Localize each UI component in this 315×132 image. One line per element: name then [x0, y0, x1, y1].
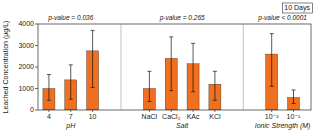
error-bar [91, 30, 95, 87]
group-divider [120, 24, 121, 110]
base-bar [143, 109, 155, 110]
x-tick-label: KCl [209, 113, 221, 120]
base-bar [288, 109, 300, 110]
x-tick [48, 110, 49, 112]
group-label: Ionic Strength (M) [255, 122, 311, 130]
error-bar [213, 71, 217, 100]
annotation: 10 Days [282, 3, 312, 13]
plot-frame [38, 24, 311, 110]
y-tick [35, 45, 38, 46]
y-tick [35, 88, 38, 89]
error-bar [191, 43, 195, 91]
base-bar [187, 109, 199, 110]
y-tick-label: 0 [30, 106, 34, 113]
y-tick-label: 1000 [18, 85, 34, 92]
y-axis-label: Leached Concentration (μg/L) [2, 21, 10, 114]
x-tick [214, 110, 215, 112]
x-tick-label: KAc [187, 113, 200, 120]
x-tick-label: 10⁻² [265, 113, 279, 120]
base-bar [87, 109, 99, 110]
base-bar [65, 109, 77, 110]
base-bar [165, 109, 177, 110]
x-tick [92, 110, 93, 112]
x-tick [271, 110, 272, 112]
error-bar [47, 75, 51, 101]
error-bar [147, 71, 151, 101]
y-tick [35, 24, 38, 25]
annotation-box [282, 3, 312, 13]
x-tick [171, 110, 172, 112]
y-tick-label: 4000 [18, 20, 34, 27]
base-bar [266, 109, 278, 110]
x-tick-label: CaCl₂ [162, 113, 181, 120]
x-tick-label: 4 [47, 113, 51, 120]
group-divider [243, 24, 244, 110]
group-label: Salt [176, 122, 189, 129]
p-value: p-value < 0.0001 [257, 14, 307, 22]
x-tick [293, 110, 294, 112]
annotation-text: 10 Days [284, 4, 310, 12]
y-tick [35, 67, 38, 68]
base-bar [43, 109, 55, 110]
y-tick-label: 2000 [18, 63, 34, 70]
chart: 0 1000 2000 3000 4000 Leached Concentration (… [0, 0, 315, 132]
base-bar [209, 109, 221, 110]
x-tick-label: 7 [69, 113, 73, 120]
x-tick [70, 110, 71, 112]
group-label: pH [65, 122, 76, 130]
error-bar [169, 37, 173, 91]
error-bar [69, 65, 73, 99]
x-tick-label: 10 [89, 113, 97, 120]
error-bar [292, 90, 296, 104]
y-tick-label: 3000 [18, 42, 34, 49]
x-tick [149, 110, 150, 112]
p-value: p-value = 0.265 [159, 14, 205, 22]
plot-area [43, 30, 300, 110]
x-tick-label: 10⁻¹ [287, 113, 301, 120]
error-bar [270, 34, 274, 87]
x-tick [193, 110, 194, 112]
p-value: p-value = 0.036 [47, 14, 93, 22]
x-tick-label: NaCl [142, 113, 158, 120]
y-tick [35, 110, 38, 111]
